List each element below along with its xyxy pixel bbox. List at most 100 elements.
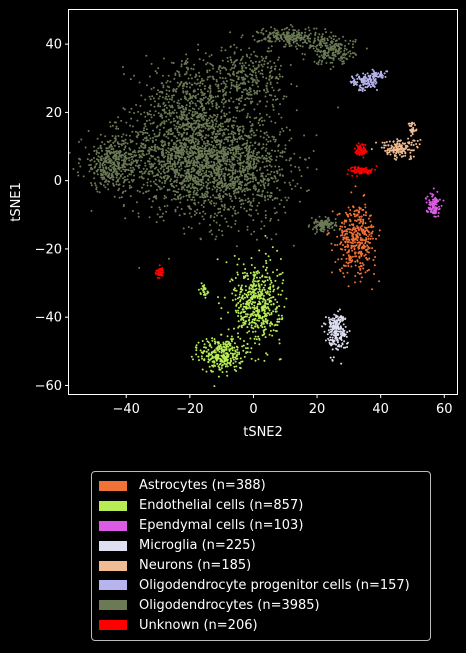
data-point [214,125,217,128]
data-point [160,151,163,153]
data-point [236,271,239,274]
data-point [141,133,144,136]
data-point [233,287,236,290]
data-point [349,50,352,53]
data-point [166,85,169,88]
data-point [294,165,297,168]
data-point [219,165,222,168]
data-point [286,38,288,41]
data-point [298,200,301,203]
data-point [185,177,188,180]
data-point [178,194,181,197]
data-point [250,324,253,327]
data-point [323,228,326,231]
data-point [334,218,337,220]
data-point [112,156,114,159]
data-point [369,220,372,223]
data-point [182,139,185,142]
data-point [270,26,273,29]
data-point [215,102,218,105]
data-point [328,227,331,230]
data-point [177,188,180,191]
data-point [129,139,132,142]
data-point [347,206,350,209]
data-point [367,237,370,240]
data-point [262,180,265,183]
data-point [245,320,248,323]
data-point [180,60,183,62]
data-point [324,216,327,218]
data-point [216,113,219,116]
data-point [166,150,169,153]
data-point [222,80,225,83]
data-point [154,70,157,73]
data-point [195,164,198,167]
data-point [221,98,224,101]
data-point [276,274,279,277]
data-point [213,119,216,122]
data-point [281,150,284,153]
data-point [265,314,268,317]
data-point [365,211,367,214]
data-point [213,186,216,189]
data-point [150,155,153,158]
data-point [276,172,279,175]
data-point [167,165,170,168]
data-point [237,309,240,312]
data-point [253,277,255,280]
data-point [358,206,361,209]
data-point [260,322,263,325]
data-point [281,289,284,292]
data-point [122,66,124,68]
data-point [253,311,256,314]
data-point [361,242,364,244]
data-point [249,177,252,180]
data-point [218,177,221,180]
data-point [159,115,162,117]
data-point [315,224,318,227]
data-point [173,160,176,163]
data-point [288,139,291,142]
data-point [201,79,204,82]
data-point [266,319,269,322]
data-point [254,325,257,328]
data-point [99,164,102,167]
data-point [292,35,295,38]
data-point [255,338,258,341]
data-point [284,144,287,147]
data-point [217,87,220,90]
data-point [232,124,235,127]
data-point [278,338,281,341]
data-point [260,292,263,295]
data-point [337,258,340,261]
data-point [223,172,226,175]
data-point [239,164,242,167]
data-point [246,342,249,345]
data-point [243,184,246,187]
data-point [192,162,195,165]
data-point [192,179,195,182]
data-point [366,258,369,261]
data-point [249,156,252,158]
data-point [232,72,235,75]
data-point [325,42,328,44]
data-point [117,152,120,154]
data-point [220,101,223,104]
data-point [256,169,258,172]
data-point [180,125,183,128]
data-point [249,100,252,103]
data-point [151,95,154,98]
data-point [276,268,278,271]
data-point [275,37,278,39]
data-point [242,323,245,326]
data-point [350,265,353,268]
data-point [346,232,348,235]
data-point [235,98,238,101]
data-point [129,166,132,169]
data-point [124,217,127,220]
data-point [128,184,131,187]
data-point [354,281,356,284]
data-point [149,98,152,101]
data-point [143,123,146,126]
data-point [255,129,258,132]
